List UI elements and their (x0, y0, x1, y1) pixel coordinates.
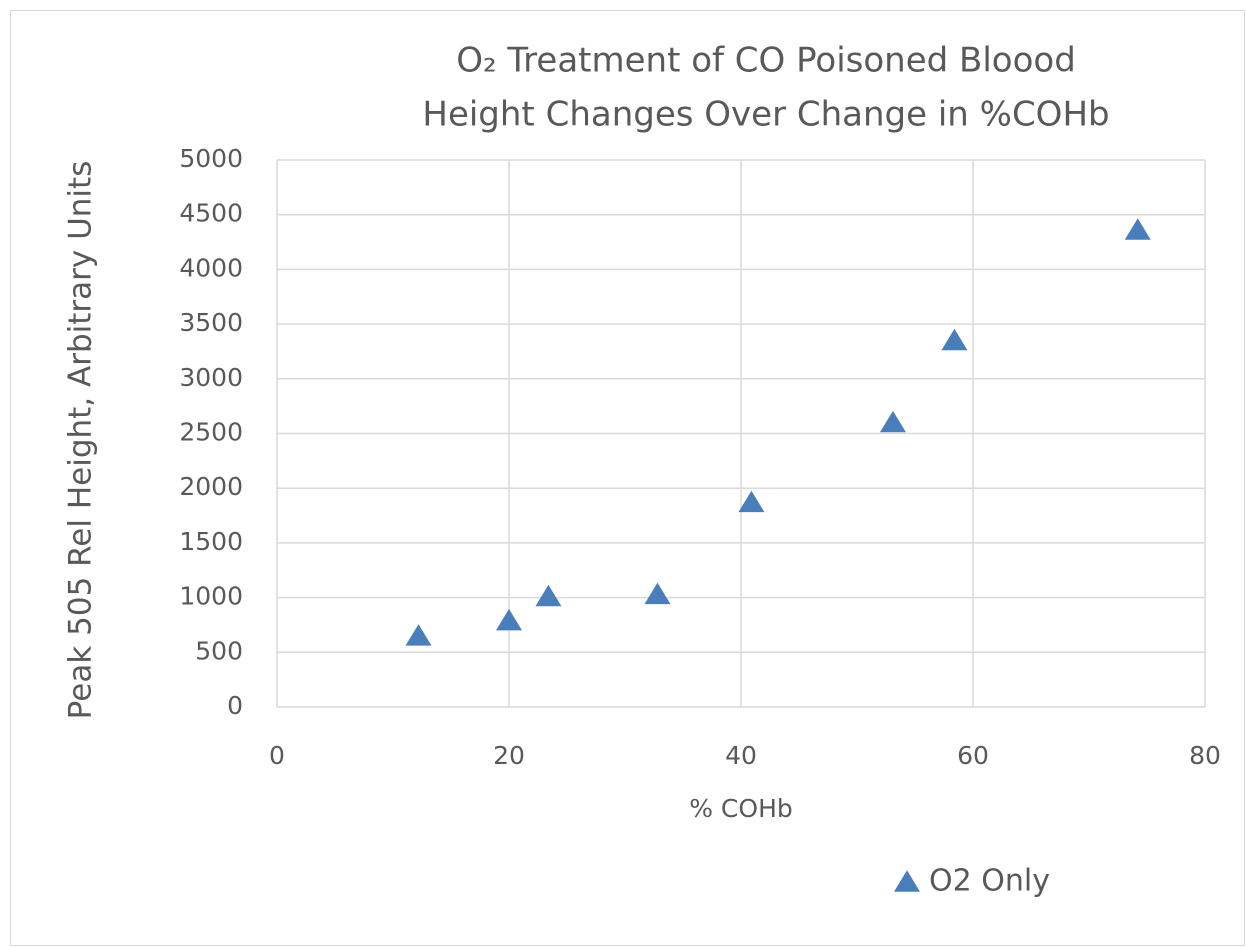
chart-border (10, 10, 1245, 946)
y-axis-label: Peak 505 Rel Height, Arbitrary Units (63, 161, 99, 720)
data-point (1124, 218, 1151, 240)
data-point (535, 584, 562, 607)
y-tick-label: 5000 (179, 144, 243, 173)
chart-title: O₂ Treatment of CO Poisoned Bloood (456, 41, 1076, 81)
data-point (879, 410, 906, 433)
x-tick-label: 80 (1189, 741, 1221, 770)
y-tick-label: 1500 (179, 527, 243, 556)
data-point (496, 608, 522, 631)
x-tick-label: 60 (957, 741, 989, 770)
x-tick-label: 40 (725, 741, 757, 770)
legend-label: O2 Only (929, 864, 1050, 899)
y-tick-label: 3500 (179, 308, 243, 337)
y-tick-label: 2000 (179, 472, 243, 501)
y-tick-label: 3000 (179, 363, 243, 392)
y-tick-label: 4000 (179, 253, 243, 282)
y-tick-label: 500 (195, 636, 243, 665)
x-tick-label: 0 (269, 741, 285, 770)
data-point (644, 582, 671, 605)
x-tick-label: 20 (493, 741, 525, 770)
y-tick-label: 2500 (179, 418, 243, 447)
y-tick-label: 0 (227, 691, 243, 720)
y-tick-label: 4500 (179, 199, 243, 228)
y-tick-label: 1000 (179, 582, 243, 611)
data-point (738, 490, 765, 513)
x-axis-label: % COHb (689, 794, 793, 823)
chart-subtitle: Height Changes Over Change in %COHb (422, 95, 1109, 135)
legend-marker (894, 870, 920, 892)
data-point (405, 624, 432, 646)
data-point (941, 328, 968, 351)
